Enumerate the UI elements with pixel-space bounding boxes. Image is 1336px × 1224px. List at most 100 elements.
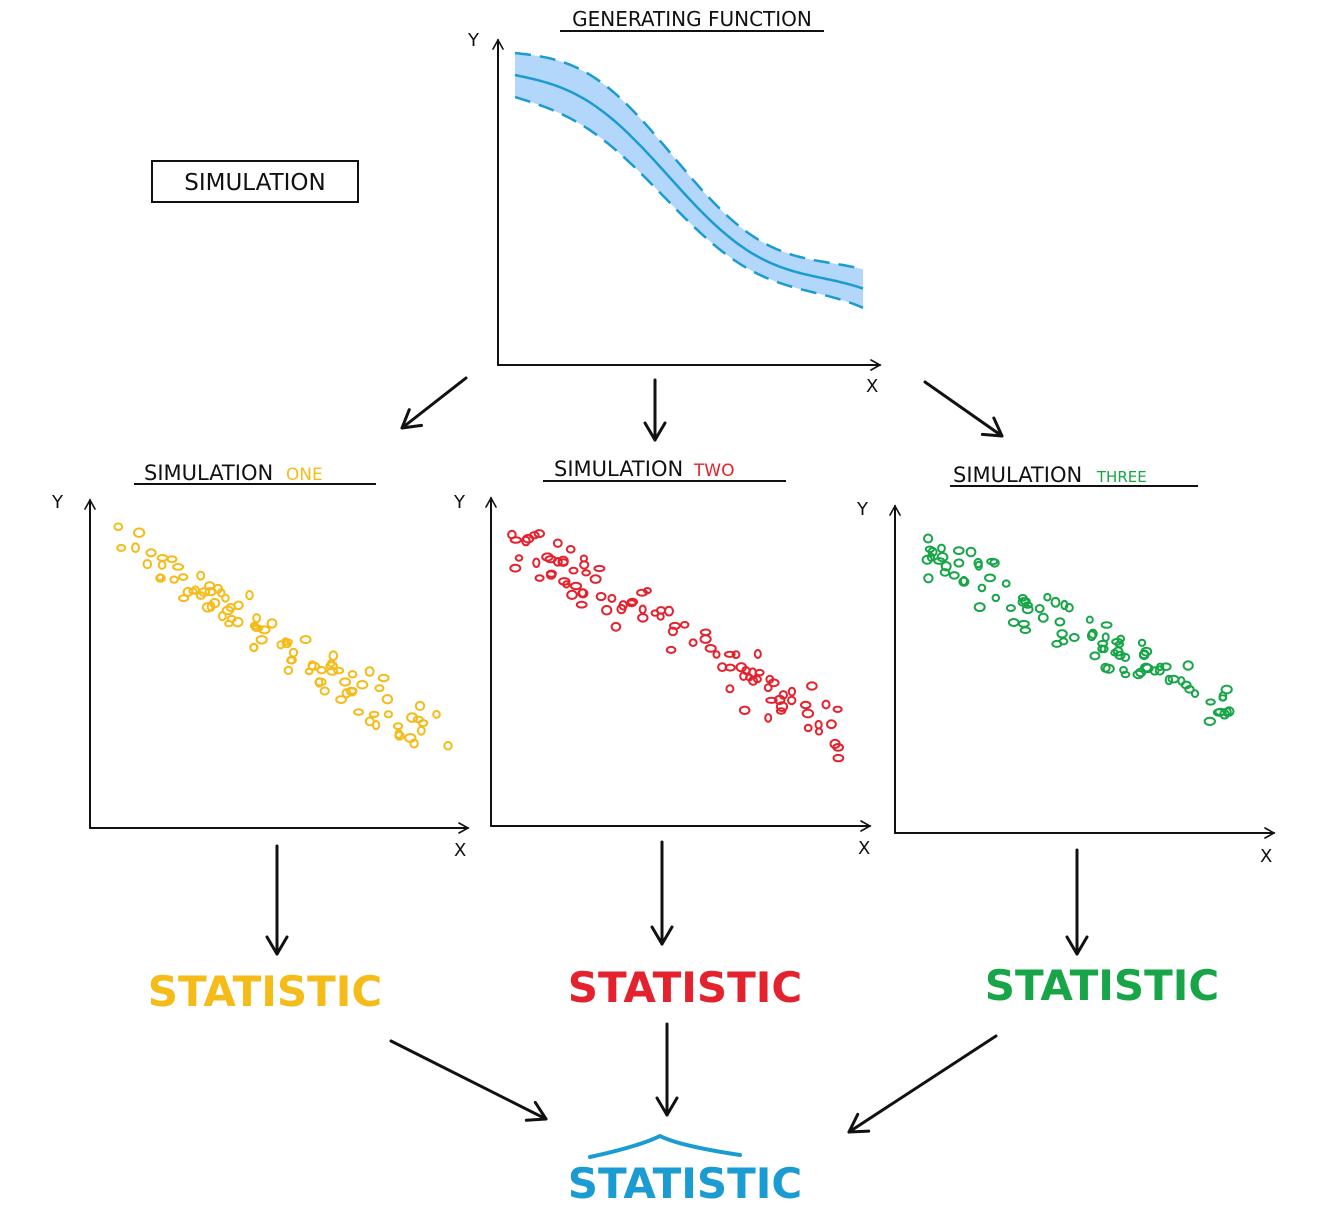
scatter-point xyxy=(381,694,394,705)
scatter-point xyxy=(1140,646,1153,657)
generating-function-plot: Y X xyxy=(467,30,882,397)
scatter-point xyxy=(959,575,969,586)
scatter-point xyxy=(1088,628,1098,639)
simulation-box-label: SIMULATION xyxy=(184,170,326,196)
scatter-point xyxy=(339,677,352,687)
scatter-point xyxy=(801,708,815,719)
scatter-point xyxy=(245,590,254,601)
scatter-point xyxy=(166,555,178,564)
scatter-point xyxy=(325,661,338,671)
band-upper-dashed xyxy=(514,51,864,271)
scatter-point xyxy=(738,705,751,715)
scatter-point xyxy=(973,602,986,613)
scatter-point xyxy=(1154,665,1165,676)
scatter-point xyxy=(1212,708,1226,717)
scatter-point xyxy=(316,666,327,675)
arrow-to-sim-one xyxy=(400,376,468,430)
scatter-point xyxy=(1119,666,1128,675)
scatter-point xyxy=(142,559,153,570)
scatter-point xyxy=(364,666,375,677)
scatter-point xyxy=(1001,579,1011,588)
scatter-point xyxy=(578,588,588,598)
scatter-point xyxy=(977,583,987,593)
scatter-point xyxy=(616,603,627,615)
scatter-point xyxy=(196,570,206,581)
scatter-point xyxy=(821,699,831,710)
generating-curve xyxy=(514,73,864,290)
simulation-one-suffix: ONE xyxy=(286,465,323,485)
scatter-point xyxy=(319,686,330,696)
simulation-three-prefix: SIMULATION xyxy=(953,463,1082,487)
sim-one-x-label: X xyxy=(454,840,466,861)
scatter-point xyxy=(965,546,977,558)
scatter-point xyxy=(133,527,146,539)
confidence-band xyxy=(515,53,863,308)
scatter-point xyxy=(680,620,690,629)
scatter-point xyxy=(1050,596,1061,608)
scatter-point xyxy=(514,554,524,562)
scatter-point xyxy=(1017,597,1030,607)
scatter-point xyxy=(1019,626,1032,635)
scatter-point xyxy=(593,564,606,573)
scatter-point xyxy=(562,580,571,589)
scatter-point xyxy=(377,673,390,683)
scatter-point xyxy=(948,571,960,580)
scatter-point xyxy=(607,593,617,603)
scatter-point xyxy=(345,686,358,695)
simulation-three-panel: SIMULATION THREE Y X xyxy=(856,463,1276,867)
arrow-to-sim-three xyxy=(923,380,1004,438)
scatter-point xyxy=(1037,612,1049,623)
scatter-point xyxy=(372,720,381,731)
scatter-point xyxy=(443,740,453,751)
scatter-point xyxy=(688,638,698,648)
scatter-point xyxy=(1137,638,1147,647)
scatter-point xyxy=(589,574,602,584)
scatter-point xyxy=(800,700,812,710)
scatter-point xyxy=(406,712,419,723)
simulation-three-suffix: THREE xyxy=(1096,468,1147,486)
scatter-point xyxy=(754,668,765,677)
scatter-point xyxy=(131,542,140,554)
scatter-point xyxy=(723,650,736,658)
scatter-point xyxy=(814,719,823,730)
simulation-one-prefix: SIMULATION xyxy=(144,461,273,485)
scatter-point xyxy=(258,625,271,635)
scatter-point xyxy=(637,613,649,623)
scatter-point xyxy=(534,574,545,582)
scatter-point xyxy=(521,535,531,547)
scatter-point xyxy=(1085,615,1094,624)
scatter-point xyxy=(307,661,320,671)
scatter-point xyxy=(178,573,189,581)
scatter-point xyxy=(414,700,426,712)
scatter-point xyxy=(1218,694,1228,702)
scatter-point xyxy=(806,681,818,691)
scatter-point xyxy=(188,587,198,595)
scatter-point xyxy=(249,642,259,653)
scatter-point xyxy=(221,593,230,603)
scatter-point xyxy=(667,626,679,637)
scatter-point xyxy=(1007,618,1020,627)
scatter-point xyxy=(255,635,268,645)
scatter-point xyxy=(775,701,789,712)
scatter-point xyxy=(157,560,167,570)
scatter-point xyxy=(233,600,244,611)
scatter-point xyxy=(393,722,404,730)
scatter-point xyxy=(409,738,419,749)
scatter-point xyxy=(533,529,545,539)
scatter-point xyxy=(991,593,1001,603)
arrow-statistic-three-to-final xyxy=(847,1034,998,1134)
scatter-point xyxy=(226,614,237,623)
sim-one-y-label: Y xyxy=(51,492,64,513)
generating-function-title: GENERATING FUNCTION xyxy=(572,7,812,31)
scatter-point xyxy=(565,545,576,554)
scatter-point xyxy=(778,690,788,700)
simulation-one-panel: SIMULATION ONE Y X xyxy=(51,461,470,861)
scatter-point xyxy=(936,552,949,563)
simulation-two-panel: SIMULATION TWO Y X xyxy=(453,457,872,859)
scatter-point xyxy=(650,609,660,617)
scatter-point xyxy=(1164,674,1174,686)
scatter-point xyxy=(1112,646,1124,657)
scatter-point xyxy=(249,621,260,630)
scatter-point xyxy=(1219,708,1230,720)
